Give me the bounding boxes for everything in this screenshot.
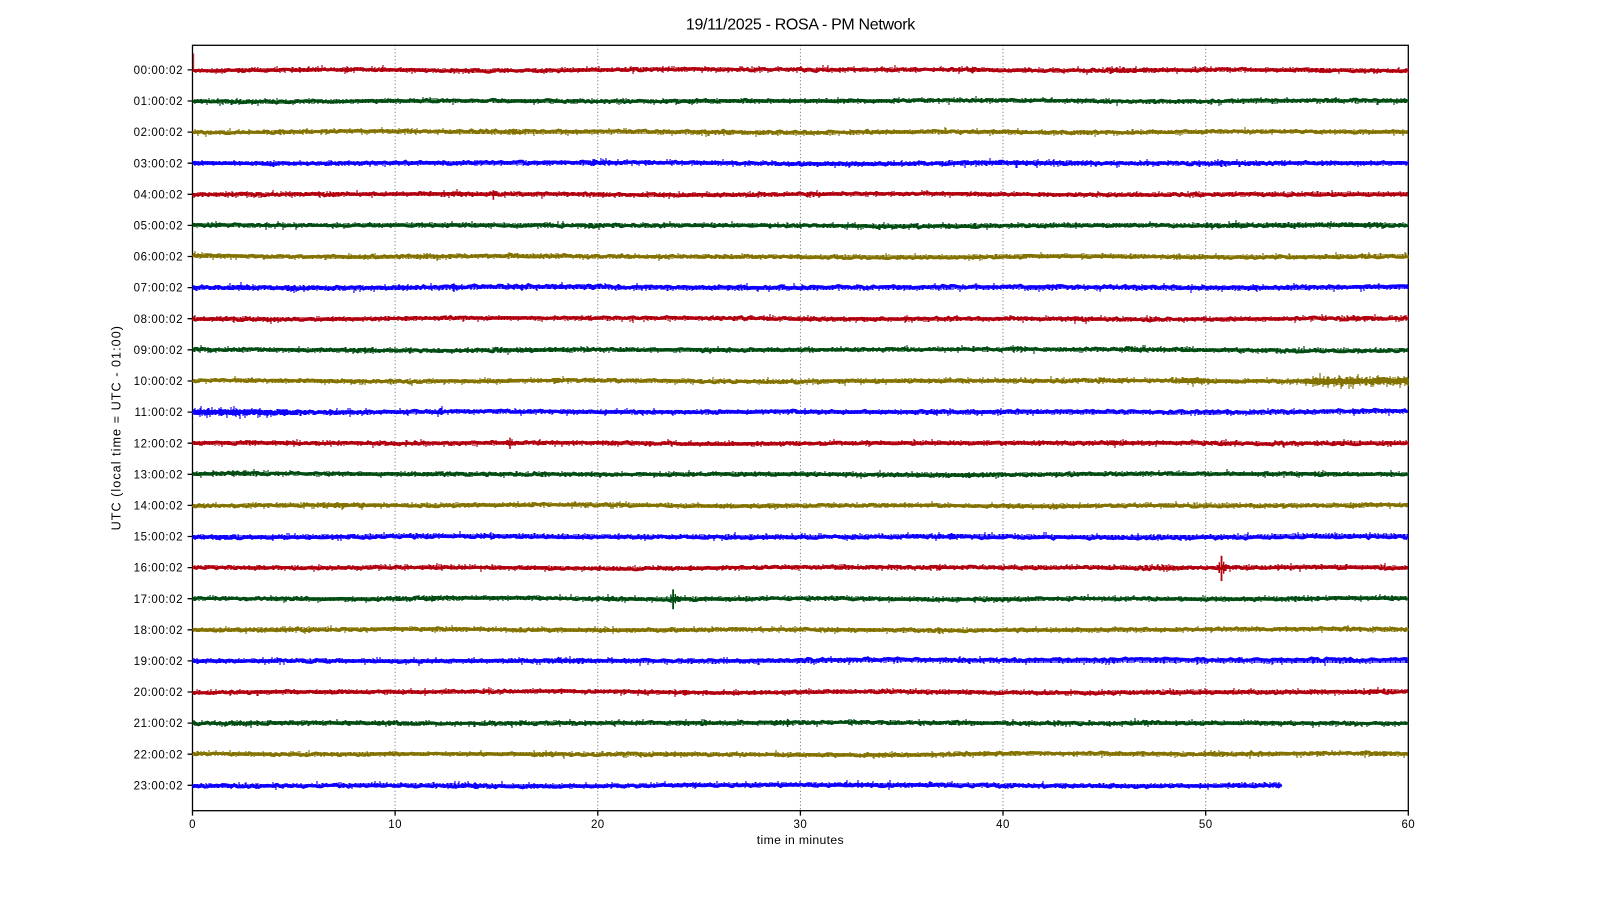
svg-text:30: 30 [794,819,808,831]
svg-text:06:00:02: 06:00:02 [134,252,184,264]
svg-text:16:00:02: 16:00:02 [134,563,184,575]
svg-text:18:00:02: 18:00:02 [134,625,184,637]
svg-text:09:00:02: 09:00:02 [134,345,184,357]
svg-text:21:00:02: 21:00:02 [134,718,184,730]
svg-text:50: 50 [1199,819,1213,831]
svg-text:17:00:02: 17:00:02 [134,594,184,606]
svg-text:12:00:02: 12:00:02 [134,438,184,450]
svg-text:10: 10 [388,819,402,831]
svg-text:13:00:02: 13:00:02 [134,469,184,481]
svg-text:19:00:02: 19:00:02 [134,656,184,668]
svg-text:14:00:02: 14:00:02 [134,501,184,513]
svg-text:02:00:02: 02:00:02 [134,127,184,139]
svg-text:07:00:02: 07:00:02 [134,283,184,295]
svg-text:00:00:02: 00:00:02 [134,65,184,77]
svg-text:01:00:02: 01:00:02 [134,96,184,108]
svg-text:0: 0 [189,819,196,831]
svg-text:22:00:02: 22:00:02 [134,749,184,761]
svg-text:time in minutes: time in minutes [757,833,844,847]
svg-text:60: 60 [1401,819,1415,831]
svg-text:UTC (local time = UTC - 01:00): UTC (local time = UTC - 01:00) [110,325,124,530]
svg-text:10:00:02: 10:00:02 [134,376,184,388]
svg-text:15:00:02: 15:00:02 [134,532,184,544]
svg-text:40: 40 [996,819,1010,831]
svg-text:20:00:02: 20:00:02 [134,687,184,699]
svg-text:04:00:02: 04:00:02 [134,189,184,201]
svg-text:20: 20 [591,819,605,831]
svg-text:03:00:02: 03:00:02 [134,158,184,170]
svg-text:23:00:02: 23:00:02 [134,780,184,792]
svg-text:11:00:02: 11:00:02 [134,407,183,419]
svg-text:08:00:02: 08:00:02 [134,314,184,326]
svg-text:05:00:02: 05:00:02 [134,221,184,233]
svg-text:19/11/2025 - ROSA - PM Network: 19/11/2025 - ROSA - PM Network [686,17,916,34]
